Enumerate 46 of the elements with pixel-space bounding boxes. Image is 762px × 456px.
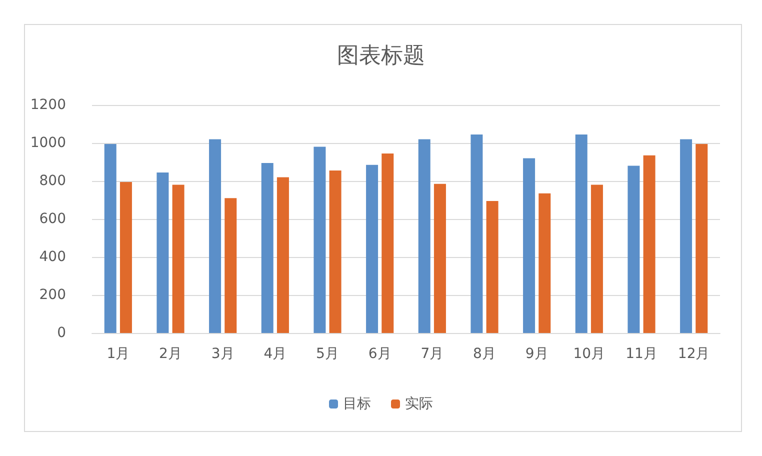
x-tick-label: 1月 [106,346,130,362]
bar [120,182,132,333]
x-tick-label: 3月 [211,346,234,362]
y-tick-label: 400 [39,249,66,265]
legend-label: 目标 [343,396,371,412]
bar [156,172,169,333]
y-tick-label: 1200 [30,97,66,113]
x-tick-label: 4月 [264,346,287,362]
chart-title: 图表标题 [337,44,425,68]
y-tick-label: 1000 [30,135,66,151]
bar [696,144,708,333]
bar [366,164,378,333]
x-tick-label: 10月 [573,346,606,362]
x-tick-label: 2月 [159,346,182,362]
x-tick-label: 7月 [420,346,444,362]
x-tick-label: 9月 [525,346,548,362]
x-tick-label: 6月 [368,346,392,362]
y-tick-label: 600 [39,211,66,227]
bar [382,153,394,333]
bar [104,144,116,333]
bar [523,158,536,333]
bar [329,170,342,333]
x-tick-label: 11月 [626,346,658,362]
bar [538,193,551,333]
bar [418,139,430,333]
bar [434,184,446,333]
bar [590,184,603,333]
legend-label: 实际 [405,396,433,412]
bar [172,184,184,333]
bar [314,146,326,333]
bar [261,162,274,333]
bar [486,200,498,333]
y-tick-label: 800 [39,173,66,189]
bar [276,177,289,333]
x-tick-label: 8月 [473,346,496,362]
bar [628,166,640,333]
bar [209,139,222,333]
bar [224,198,237,333]
x-tick-label: 5月 [316,346,339,362]
y-tick-label: 200 [39,287,66,303]
bar [680,139,692,333]
y-tick-label: 0 [57,325,66,341]
bar [643,155,656,333]
x-tick-label: 12月 [678,346,710,362]
bar [575,134,588,333]
bar [470,134,483,333]
